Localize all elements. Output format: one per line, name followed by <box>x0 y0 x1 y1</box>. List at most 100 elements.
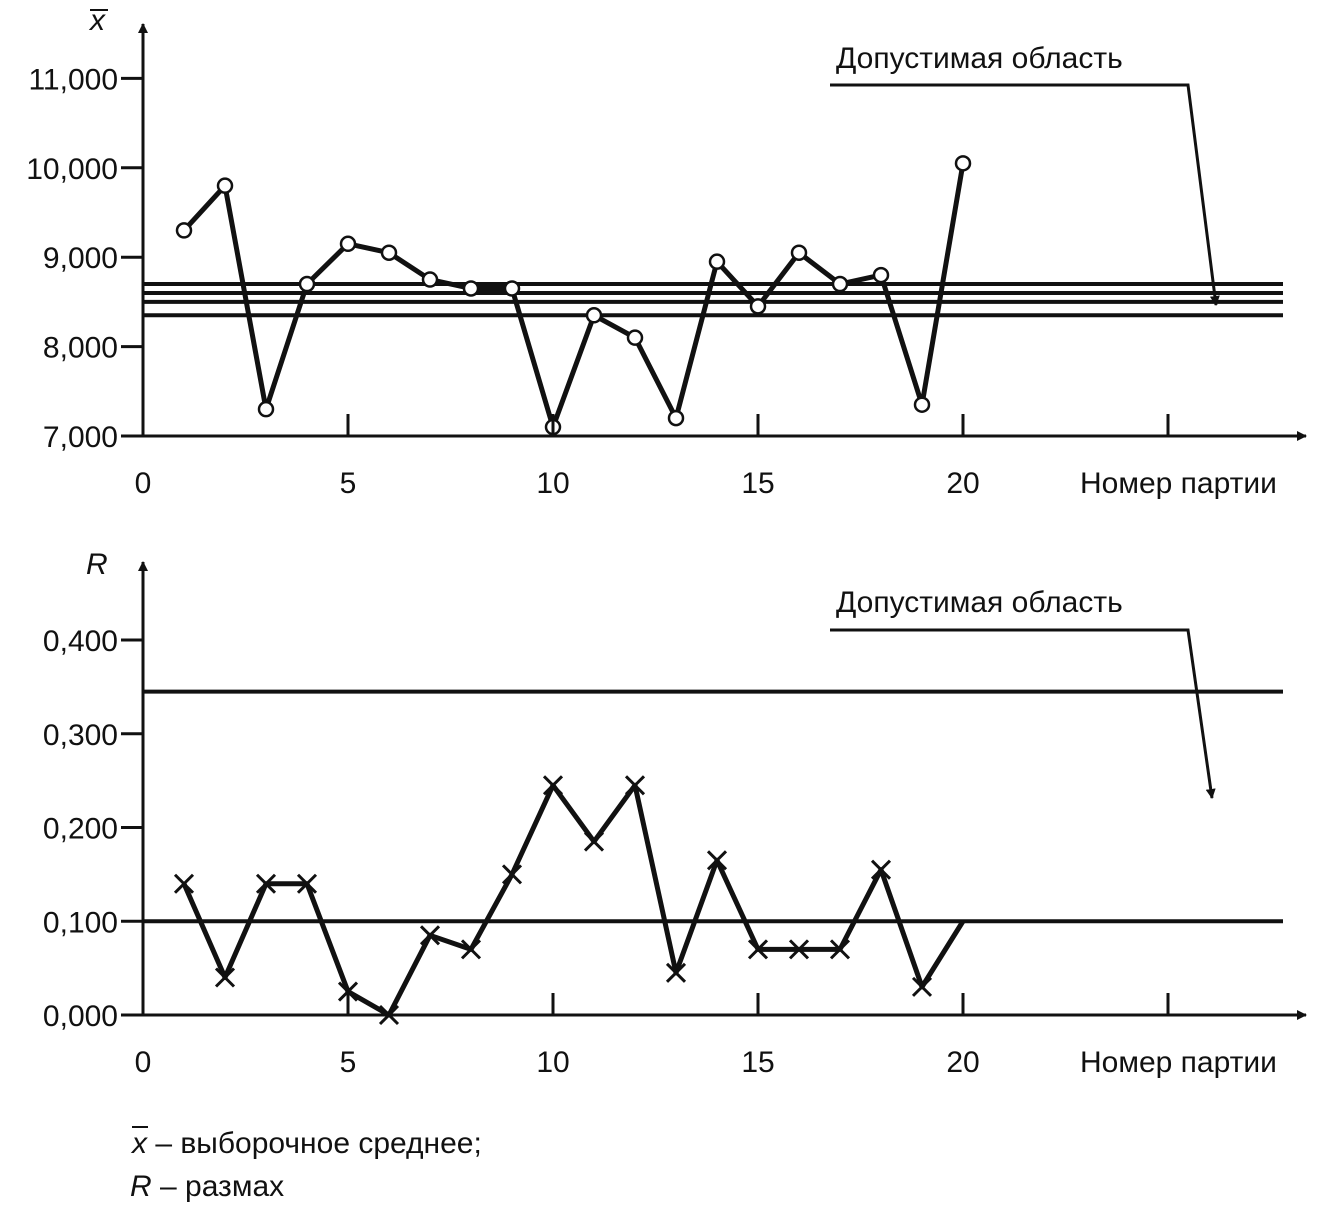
range-point-stroke <box>829 939 851 960</box>
xbar-point <box>913 396 931 413</box>
range-point-stroke <box>870 859 892 880</box>
xbar-x-tick-label: 10 <box>536 467 569 500</box>
xbar-point <box>339 235 357 253</box>
xbar-point <box>749 298 767 315</box>
legend: x – выборочное среднее; R – размах <box>130 1126 482 1203</box>
xbar-point <box>954 155 972 172</box>
xbar-axes <box>138 23 1307 441</box>
range-point-stroke <box>665 962 687 983</box>
range-annotation-leader <box>830 628 1216 799</box>
xbar-point <box>790 244 808 261</box>
range-point-stroke <box>706 850 728 871</box>
xbar-point <box>667 409 685 427</box>
range-axes <box>138 561 1307 1020</box>
legend-range: R – размах <box>130 1170 284 1203</box>
xbar-x-tick-label: 5 <box>340 467 357 500</box>
range-point-stroke <box>255 873 277 894</box>
range-y-tick-label: 0,000 <box>43 1000 118 1033</box>
range-y-tick-label: 0,100 <box>43 906 118 939</box>
range-point <box>911 976 933 997</box>
range-point <box>460 939 482 960</box>
range-point-stroke <box>583 831 605 852</box>
range-point-stroke <box>542 775 564 796</box>
xbar-point <box>503 280 521 297</box>
range-series <box>173 775 966 1026</box>
range-point-stroke <box>788 939 810 960</box>
range-point <box>665 962 687 983</box>
xbar-x-tick-label: 15 <box>741 467 774 500</box>
range-annotation-label: Допустимая область <box>836 586 1123 619</box>
range-point-stroke <box>501 864 523 885</box>
xbar-x-tick-label: 0 <box>135 467 152 500</box>
legend-xbar: x – выборочное среднее; <box>130 1127 482 1160</box>
range-point <box>214 967 236 988</box>
legend-xbar-text: – выборочное среднее; <box>147 1127 482 1160</box>
xbar-point <box>175 222 193 239</box>
range-x-tick-label: 10 <box>536 1046 569 1079</box>
range-point <box>255 873 277 894</box>
range-point-stroke <box>337 981 359 1002</box>
range-point-stroke <box>214 967 236 988</box>
range-point <box>706 850 728 871</box>
range-point-stroke <box>911 976 933 997</box>
range-point <box>624 775 646 796</box>
xbar-series-line <box>182 162 966 430</box>
xbar-point <box>831 275 849 293</box>
range-y-tick-label: 0,300 <box>43 719 118 752</box>
xbar-point <box>626 329 644 346</box>
range-point-stroke <box>747 939 769 960</box>
xbar-y-tick-label: 7,000 <box>43 421 118 454</box>
range-x-axis-title: Номер партии <box>1080 1046 1277 1079</box>
xbar-y-tick-label: 11,000 <box>28 63 118 96</box>
range-control-chart: 0,000 0,100 0,200 0,300 0,400 0 5 10 15 20 R Номе… <box>43 548 1307 1079</box>
xbar-point <box>462 280 480 297</box>
range-point <box>337 981 359 1002</box>
xbar-y-tick-label: 8,000 <box>43 332 118 365</box>
xbar-ticks: 7,000 8,000 9,000 10,000 11,000 0 5 10 15 20 <box>26 63 1170 500</box>
xbar-point <box>257 400 275 418</box>
range-point <box>829 939 851 960</box>
range-point-stroke <box>173 873 195 894</box>
xbar-y-tick-label: 9,000 <box>43 242 118 275</box>
range-point-stroke <box>624 775 646 796</box>
xbar-y-axis-symbol: x <box>88 4 106 37</box>
range-point <box>173 873 195 894</box>
range-point <box>419 925 441 946</box>
range-x-tick-label: 15 <box>741 1046 774 1079</box>
range-y-tick-label: 0,400 <box>43 625 118 658</box>
xbar-control-chart: 7,000 8,000 9,000 10,000 11,000 0 5 10 15 20 x Но… <box>26 4 1307 500</box>
xbar-x-axis-title: Номер партии <box>1080 467 1277 500</box>
xbar-y-tick-label: 10,000 <box>26 153 118 186</box>
xbar-point <box>872 266 890 284</box>
range-point <box>788 939 810 960</box>
xbar-point <box>298 275 316 293</box>
range-series-line <box>181 782 966 1018</box>
xbar-point <box>380 244 398 261</box>
xbar-point <box>585 307 603 324</box>
range-point <box>542 775 564 796</box>
range-point-stroke <box>296 873 318 894</box>
legend-range-text: – размах <box>152 1170 284 1203</box>
range-point <box>296 873 318 894</box>
xbar-point <box>421 271 439 288</box>
range-point <box>501 864 523 885</box>
legend-xbar-symbol: x <box>130 1127 148 1160</box>
xbar-reference-lines <box>143 282 1283 318</box>
range-x-tick-label: 0 <box>135 1046 152 1079</box>
range-point <box>747 939 769 960</box>
range-reference-lines <box>143 689 1283 924</box>
range-ticks: 0,000 0,100 0,200 0,300 0,400 0 5 10 15 20 <box>43 625 1170 1079</box>
range-point-stroke <box>419 925 441 946</box>
legend-range-symbol: R <box>130 1170 152 1203</box>
range-point-stroke <box>460 939 482 960</box>
range-y-axis-symbol: R <box>86 548 108 581</box>
xbar-point <box>216 177 234 194</box>
xbar-annotation-leader <box>830 83 1220 306</box>
xbar-point <box>708 253 726 270</box>
range-point <box>583 831 605 852</box>
range-x-tick-label: 20 <box>946 1046 979 1079</box>
range-x-tick-label: 5 <box>340 1046 357 1079</box>
range-point <box>870 859 892 880</box>
xbar-series <box>175 155 972 436</box>
